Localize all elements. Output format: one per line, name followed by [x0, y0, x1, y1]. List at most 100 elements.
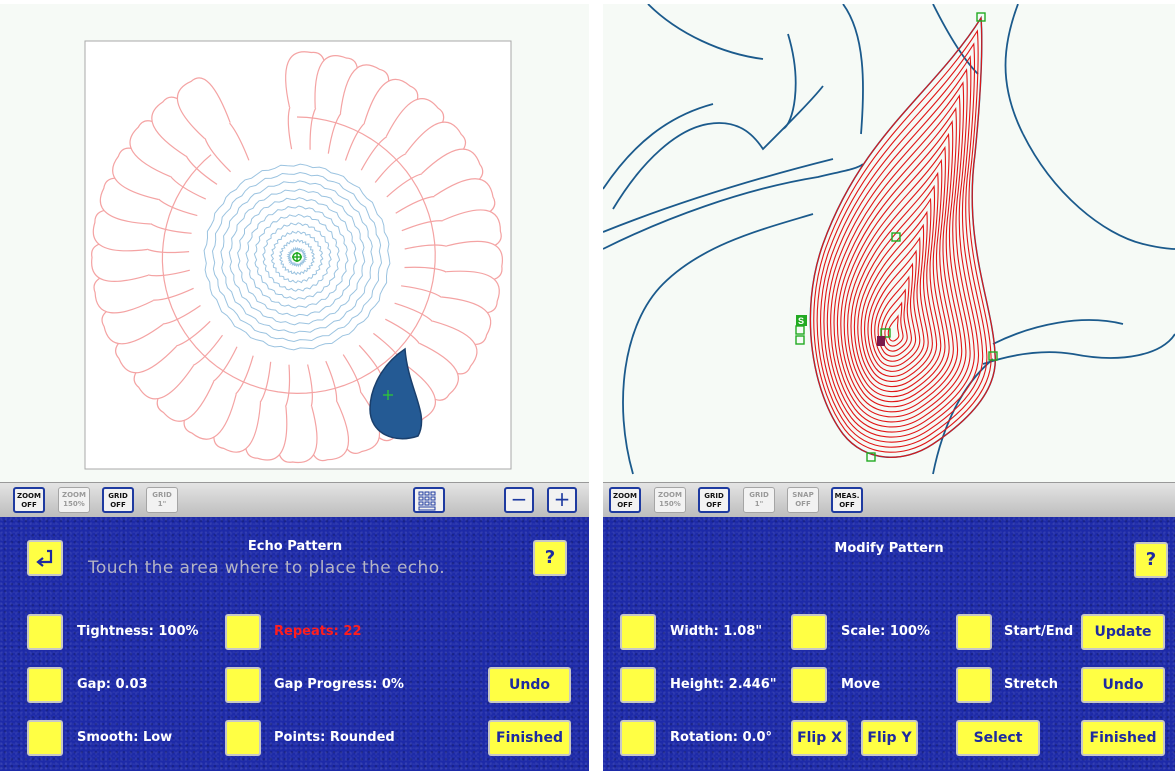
echo-rings: [203, 163, 391, 351]
echo-ring: [245, 205, 349, 309]
height-button[interactable]: [620, 667, 656, 703]
red-echo-line: [880, 288, 908, 352]
points-button[interactable]: [225, 720, 261, 756]
svg-text:S: S: [798, 316, 804, 326]
red-echo-line: [857, 197, 938, 387]
zoom-150-button-right[interactable]: ZOOM 150%: [654, 487, 686, 513]
red-echo-line: [867, 236, 925, 372]
stretch-button[interactable]: [956, 667, 992, 703]
move-button[interactable]: [791, 667, 827, 703]
zoom-off-button[interactable]: ZOOM OFF: [13, 487, 45, 513]
gap-progress-label: Gap Progress: 0%: [274, 677, 404, 692]
tightness-button[interactable]: [27, 614, 63, 650]
height-label: Height: 2.446": [670, 677, 777, 692]
teardrop-center-marker-icon: [383, 390, 393, 400]
grid-off-state: OFF: [110, 501, 126, 509]
echo-control-panel: Echo Pattern Touch the area where to pla…: [0, 517, 589, 771]
red-echo-line: [864, 223, 929, 377]
handle-center: [880, 328, 891, 338]
grid-1-inch-button-right[interactable]: GRID 1": [743, 487, 775, 513]
width-label: Width: 1.08": [670, 624, 763, 639]
instruction-text: Touch the area where to place the echo.: [88, 558, 446, 578]
points-label: Points: Rounded: [274, 730, 395, 745]
flip-y-button[interactable]: Flip Y: [861, 720, 918, 756]
undo-button-right[interactable]: Undo: [1081, 667, 1165, 703]
start-point-marker-icon: [877, 336, 885, 346]
gap-button[interactable]: [27, 667, 63, 703]
red-echo-line: [877, 275, 912, 357]
rotation-button[interactable]: [620, 720, 656, 756]
undo-button[interactable]: Undo: [488, 667, 571, 703]
red-echo-line: [874, 262, 917, 362]
gap-progress-button[interactable]: [225, 667, 261, 703]
select-button[interactable]: Select: [956, 720, 1040, 756]
red-echo-line: [830, 94, 971, 428]
echo-ring: [211, 171, 383, 343]
feather-outlines: [603, 4, 1175, 475]
panel-title: Echo Pattern: [247, 539, 343, 554]
move-label: Move: [841, 677, 881, 692]
zoom-150-state: 150%: [63, 500, 85, 508]
red-echo-line: [853, 184, 942, 392]
keypad-grid-button[interactable]: [413, 487, 445, 513]
echo-ring: [262, 222, 332, 292]
keypad-grid-icon: [418, 491, 436, 511]
modify-pattern-drawing[interactable]: S: [603, 4, 1175, 482]
grid-off-state-right: OFF: [706, 501, 722, 509]
grid-1-state: 1": [157, 500, 167, 508]
zoom-off-label-right: ZOOM: [613, 492, 637, 500]
measure-label: MEAS.: [834, 492, 860, 500]
help-button[interactable]: ?: [533, 540, 567, 576]
feather-wreath: [91, 51, 504, 464]
modify-control-panel: Modify Pattern ? Width: 1.08" Scale: 100…: [603, 517, 1175, 771]
zoom-150-state-right: 150%: [659, 500, 681, 508]
red-echo-line: [809, 16, 996, 458]
modify-pattern-screen: S ZOOM OFF ZOOM 150% GRID OFF GRID 1" SN…: [603, 4, 1175, 771]
start-end-button[interactable]: [956, 614, 992, 650]
snap-off-button[interactable]: SNAP OFF: [787, 487, 819, 513]
repeats-button[interactable]: [225, 614, 261, 650]
zoom-in-button[interactable]: +: [547, 487, 577, 513]
echo-ring: [220, 180, 374, 334]
stretch-label: Stretch: [1004, 677, 1058, 692]
red-echo-line: [826, 81, 975, 433]
smooth-label: Smooth: Low: [77, 730, 173, 745]
zoom-off-button-right[interactable]: ZOOM OFF: [609, 487, 641, 513]
panel-title-right: Modify Pattern: [834, 541, 944, 556]
echo-ring: [278, 238, 316, 276]
view-toolbar: ZOOM OFF ZOOM 150% GRID OFF GRID 1": [0, 482, 589, 518]
grid-off-button-right[interactable]: GRID OFF: [698, 487, 730, 513]
feather-spine: [161, 116, 436, 395]
finished-button-right[interactable]: Finished: [1081, 720, 1165, 756]
back-button[interactable]: [27, 540, 63, 576]
pattern-canvas[interactable]: [0, 4, 589, 482]
modify-canvas[interactable]: S: [603, 4, 1175, 482]
grid-1-inch-button[interactable]: GRID 1": [146, 487, 178, 513]
start-s-marker-icon: S: [796, 315, 807, 326]
grid-1-state-right: 1": [754, 500, 764, 508]
help-button-right[interactable]: ?: [1134, 542, 1168, 578]
red-echo-line: [819, 55, 984, 443]
update-button[interactable]: Update: [1081, 614, 1165, 650]
scale-label: Scale: 100%: [841, 624, 931, 639]
zoom-150-label-right: ZOOM: [658, 491, 682, 499]
red-echo-lines: [809, 16, 996, 458]
grid-off-button[interactable]: GRID OFF: [102, 487, 134, 513]
smooth-button[interactable]: [27, 720, 63, 756]
center-marker-icon: [292, 252, 302, 262]
measure-off-button[interactable]: MEAS. OFF: [831, 487, 863, 513]
red-echo-line: [847, 158, 950, 403]
gap-label: Gap: 0.03: [77, 677, 148, 692]
zoom-150-button[interactable]: ZOOM 150%: [58, 487, 90, 513]
zoom-out-button[interactable]: −: [504, 487, 534, 513]
grid-off-label: GRID: [108, 492, 128, 500]
echo-pattern-drawing[interactable]: [0, 4, 589, 482]
flip-x-button[interactable]: Flip X: [791, 720, 848, 756]
red-echo-line: [870, 249, 921, 367]
finished-button[interactable]: Finished: [488, 720, 571, 756]
echo-ring: [286, 246, 308, 268]
edit-handles: [795, 12, 998, 462]
scale-button[interactable]: [791, 614, 827, 650]
width-button[interactable]: [620, 614, 656, 650]
feather-lobe: [176, 77, 231, 140]
